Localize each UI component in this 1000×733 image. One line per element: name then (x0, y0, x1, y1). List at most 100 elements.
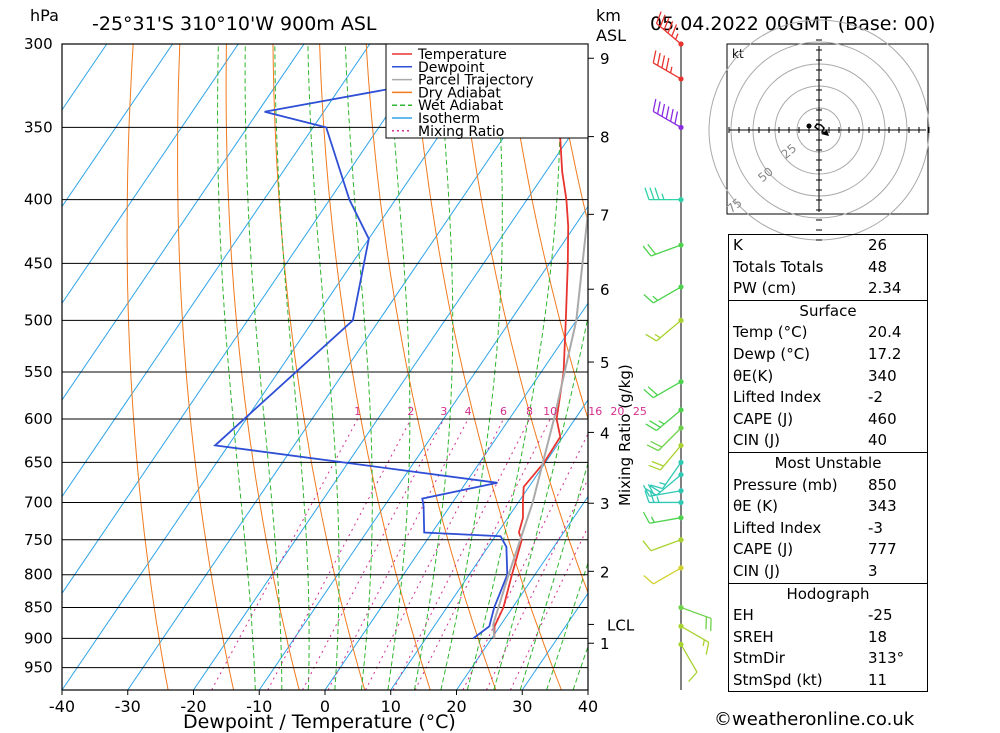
date-title: 05.04.2022 00GMT (Base: 00) (650, 13, 935, 35)
wind-barb-feather (669, 108, 674, 122)
wind-barb-feather (648, 464, 661, 471)
x-tick-label: 30 (512, 697, 532, 716)
wind-barb (645, 317, 684, 342)
pressure-tick-label: 600 (24, 410, 53, 428)
wind-barb-feather (667, 21, 674, 34)
wind-barb-feather (652, 50, 657, 64)
wind-barb-staff (657, 427, 682, 452)
wind-barb (678, 623, 710, 655)
wet-adiabat-line (244, 44, 283, 690)
wind-barb-feather (642, 511, 651, 524)
general-index-label: Totals Totals (733, 257, 824, 276)
km-label: 6 (600, 281, 610, 299)
isotherm-line (62, 44, 436, 595)
wind-barb-staff (650, 539, 682, 552)
copyright[interactable]: ©weatheronline.co.uk (714, 709, 915, 730)
km-label: 7 (600, 206, 610, 224)
wind-barb-feather (647, 483, 655, 496)
wet-adiabat-line (413, 44, 454, 690)
wind-barb (646, 425, 684, 452)
surface-index-label: θE(K) (733, 366, 774, 385)
hodograph-index-row: SREH 18 (729, 627, 927, 649)
hodograph-index-value: 11 (868, 670, 888, 689)
general-index-label: PW (cm) (733, 279, 797, 298)
wind-barb-half-feather (652, 295, 659, 301)
wind-barb-staff (649, 490, 682, 497)
isotherm-line (390, 399, 588, 690)
mixing-ratio-label: 20 (610, 405, 624, 418)
wind-barb-feather (646, 444, 659, 452)
wind-barb-feather (665, 57, 670, 71)
wind-barb-staff (650, 244, 682, 257)
pressure-tick-label: 700 (24, 493, 53, 511)
wind-barb (642, 537, 684, 552)
surface-index-row: Lifted Index -2 (729, 387, 927, 409)
legend-label: Wet Adiabat (418, 98, 504, 114)
dry-adiabat-line (177, 44, 235, 690)
x-tick-label: 0 (320, 697, 330, 716)
mixing-ratio-label: 16 (588, 405, 602, 418)
surface-index-row: CAPE (J) 460 (729, 409, 927, 431)
mixing-ratio-axis-label: Mixing Ratio (g/kg) (616, 364, 634, 506)
wind-barb (642, 511, 684, 524)
x-tick-label: 40 (578, 697, 598, 716)
mixing-ratio-label: 8 (526, 405, 533, 418)
km-label: 8 (600, 129, 610, 147)
km-label: 2 (600, 563, 610, 581)
wind-barb-half-feather (702, 639, 706, 647)
wind-barb-feather (652, 98, 657, 112)
mixing-ratio-label: 1 (354, 405, 361, 418)
dry-adiabat-line (365, 44, 497, 690)
wind-barb-feather (647, 243, 657, 255)
dry-adiabat-line (925, 44, 1000, 690)
mixing-ratio-line (414, 418, 551, 690)
wind-barb-dot (678, 242, 684, 248)
wind-barb (678, 604, 712, 632)
general-index-row: Totals Totals 48 (729, 257, 927, 279)
dry-adiabat-line (505, 44, 588, 421)
legend-label: Dewpoint (418, 60, 485, 76)
wind-barb-dot (678, 284, 684, 290)
most-unstable-index-value: 777 (868, 540, 897, 559)
wind-barb-feather (649, 484, 661, 493)
mixing-ratio-label: 2 (407, 405, 414, 418)
most-unstable-index-label: θE (K) (733, 497, 778, 516)
wind-barb-half-feather (658, 420, 665, 425)
most-unstable-index-row: θE (K) 343 (729, 496, 927, 518)
wind-barb (642, 242, 684, 257)
pressure-tick-label: 950 (24, 659, 53, 677)
wind-barb (643, 379, 684, 399)
wet-adiabat-line (216, 44, 256, 690)
most-unstable-index-value: 3 (868, 561, 878, 580)
isotherm-line (62, 44, 173, 208)
surface-index-label: CIN (J) (733, 431, 781, 450)
wind-profile (642, 11, 712, 690)
general-index-value: 48 (868, 257, 888, 276)
general-index-row: PW (cm) 2.34 (729, 278, 927, 300)
surface-index-row: θE(K) 340 (729, 366, 927, 388)
isotherm-line (127, 44, 568, 690)
general-indices: K 26 Totals Totals 48 PW (cm) 2.34 (728, 234, 928, 301)
wind-barb-staff (659, 445, 682, 471)
wind-barb-feather (661, 55, 666, 69)
wind-barb-feather (656, 101, 661, 115)
indices-panel: K 26 Totals Totals 48 PW (cm) 2.34 Surface Te… (728, 234, 928, 693)
mixing-ratio-line (365, 418, 504, 690)
most-unstable-index-row: CIN (J) 3 (729, 561, 927, 583)
wind-barb-feather (649, 490, 655, 503)
isotherm-line (324, 302, 588, 690)
wind-barb-staff (652, 110, 682, 128)
km-label: 9 (600, 50, 610, 68)
most-unstable-index-value: 850 (868, 475, 897, 494)
pressure-tick-label: 850 (24, 599, 53, 617)
hodograph-box: Hodograph EH -25 SREH 18 StmDir 313° StmSpd (k… (728, 583, 928, 693)
pressure-unit-label: hPa (30, 6, 59, 25)
isotherm-line (456, 495, 588, 690)
km-label: 1 (600, 635, 610, 653)
wet-adiabat-line (546, 561, 588, 690)
hodograph-index-label: StmSpd (kt) (733, 670, 823, 689)
wind-barb-dot (678, 537, 684, 543)
wind-barb (652, 50, 684, 82)
wind-barb-staff (656, 319, 682, 342)
hodograph-index-row: StmDir 313° (729, 648, 927, 670)
